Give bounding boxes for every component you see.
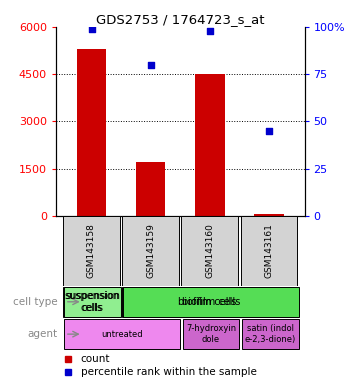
- Text: GSM143160: GSM143160: [205, 223, 214, 278]
- Text: suspension
cells: suspension cells: [65, 291, 120, 313]
- Point: [266, 128, 272, 134]
- Bar: [63, 287, 120, 317]
- Bar: [240, 216, 298, 286]
- Bar: [122, 216, 179, 286]
- Text: GSM143159: GSM143159: [146, 223, 155, 278]
- Bar: [63, 216, 120, 286]
- Text: GSM143158: GSM143158: [87, 223, 96, 278]
- Bar: [254, 214, 284, 216]
- Text: agent: agent: [27, 329, 57, 339]
- Text: biofilm cells: biofilm cells: [178, 297, 237, 307]
- Bar: [64, 287, 121, 317]
- Title: GDS2753 / 1764723_s_at: GDS2753 / 1764723_s_at: [96, 13, 265, 26]
- Point: [207, 28, 213, 34]
- Bar: [183, 319, 239, 349]
- Bar: [242, 319, 299, 349]
- Bar: [195, 74, 225, 216]
- Text: biofilm cells: biofilm cells: [182, 297, 240, 307]
- Bar: [64, 319, 180, 349]
- Text: satin (indol
e-2,3-dione): satin (indol e-2,3-dione): [245, 324, 296, 344]
- Text: GSM143161: GSM143161: [265, 223, 273, 278]
- Text: cell type: cell type: [13, 297, 57, 307]
- Bar: [136, 162, 166, 216]
- Bar: [181, 216, 238, 286]
- Text: count: count: [81, 354, 110, 364]
- Point: [148, 61, 153, 68]
- Text: suspension
cells: suspension cells: [64, 291, 119, 313]
- Point: [89, 26, 94, 32]
- Text: percentile rank within the sample: percentile rank within the sample: [81, 367, 257, 377]
- Bar: [122, 287, 293, 317]
- Bar: [77, 49, 106, 216]
- Text: 7-hydroxyin
dole: 7-hydroxyin dole: [186, 324, 236, 344]
- Bar: [124, 287, 299, 317]
- Text: untreated: untreated: [102, 329, 143, 339]
